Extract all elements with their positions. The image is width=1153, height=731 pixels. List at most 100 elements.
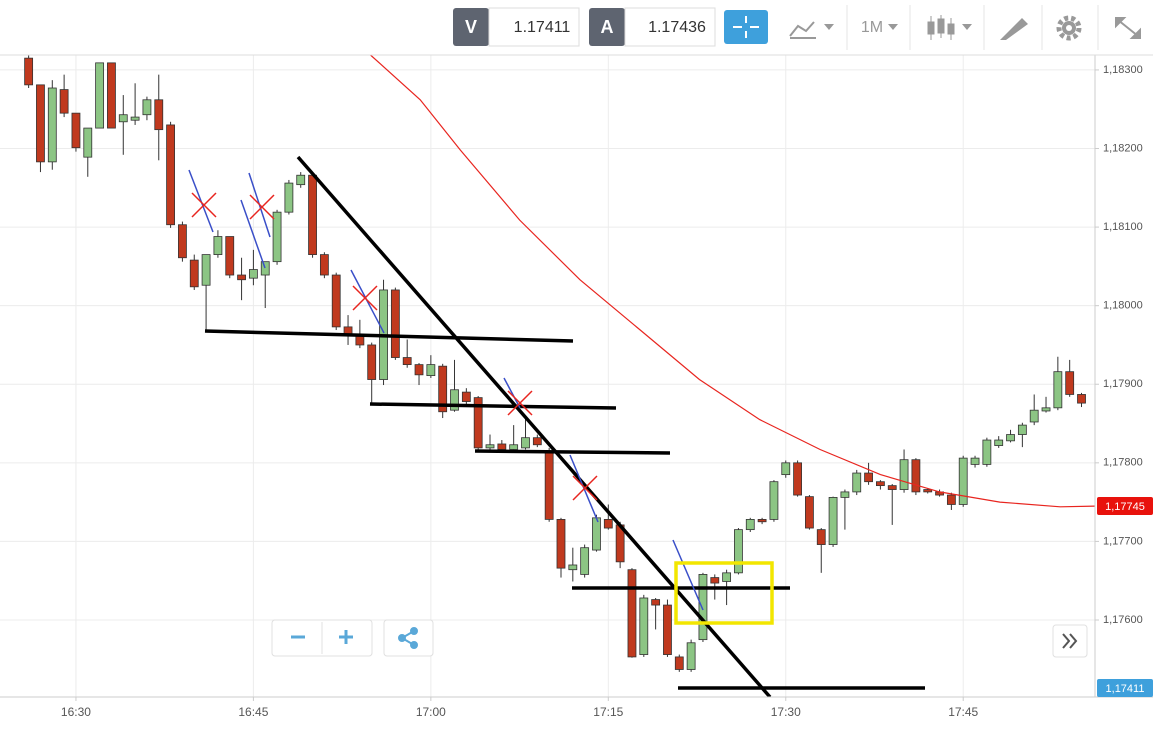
- candle-body: [568, 564, 578, 571]
- candle-body: [887, 485, 897, 490]
- candle-body: [946, 494, 956, 505]
- candle-body: [296, 174, 306, 186]
- chart-type-button[interactable]: [789, 21, 816, 39]
- bid-box[interactable]: [488, 7, 580, 47]
- candle-body: [284, 182, 294, 213]
- candle-body: [1077, 394, 1086, 404]
- zoom-in-button[interactable]: [339, 630, 353, 644]
- y-tick-label: 1,18300: [1103, 64, 1143, 76]
- toolbar: V 1.17411 A 1.17436 1M: [0, 5, 1153, 56]
- cross: [352, 285, 378, 311]
- candle-body: [840, 491, 850, 498]
- blue-line: [503, 377, 521, 409]
- candle-body: [237, 274, 246, 281]
- candle-body: [852, 472, 862, 493]
- y-tick-label: 1,17800: [1103, 457, 1143, 469]
- candle-body: [438, 365, 448, 413]
- candle-body: [308, 174, 317, 255]
- candle-body: [272, 211, 282, 263]
- candle-body: [544, 451, 554, 520]
- dropdown-arrow: [824, 24, 834, 30]
- y-tick-label: 1,17600: [1103, 614, 1143, 626]
- candle-body: [899, 459, 909, 490]
- candle-body: [958, 457, 968, 505]
- draw-button[interactable]: [1000, 18, 1028, 42]
- candle-body: [1006, 434, 1015, 442]
- candle-body: [71, 112, 81, 149]
- cross: [191, 192, 217, 218]
- candle-body: [532, 437, 542, 446]
- candle-body: [178, 224, 187, 259]
- candle-body: [781, 462, 791, 476]
- support-line: [369, 402, 617, 410]
- moving-average-line: [370, 55, 1095, 508]
- candle-body: [1041, 407, 1051, 412]
- candle-body: [816, 529, 826, 545]
- candle-body: [592, 517, 601, 551]
- candle-body: [426, 364, 436, 377]
- candle-body: [213, 236, 223, 255]
- dropdown-arrow: [962, 24, 972, 30]
- candle-body: [686, 642, 696, 670]
- candle-body: [651, 599, 661, 606]
- crosshair-button[interactable]: [724, 10, 768, 44]
- candle-body: [509, 444, 519, 450]
- candle-body: [603, 519, 613, 529]
- candle-body: [402, 357, 412, 366]
- candle-body: [450, 389, 459, 411]
- timeframe-button[interactable]: 1M: [861, 19, 883, 36]
- candle-body: [757, 519, 767, 523]
- zoom-controls: [271, 619, 1088, 658]
- x-tick-label: 17:00: [416, 705, 446, 719]
- candle-body: [485, 444, 495, 449]
- ask-box[interactable]: [624, 7, 716, 47]
- price-tag-label: 1,17411: [1106, 683, 1145, 695]
- candle-body: [911, 459, 921, 493]
- candle-body: [260, 261, 270, 276]
- candle-body: [497, 443, 507, 450]
- y-tick-label: 1,17700: [1103, 535, 1143, 547]
- candle-body: [805, 496, 814, 529]
- candle-body: [994, 439, 1004, 446]
- candle-body: [722, 572, 732, 582]
- blue-line: [240, 199, 266, 269]
- candle-body: [698, 574, 708, 641]
- share-button[interactable]: [398, 627, 418, 649]
- candle-body: [319, 254, 329, 276]
- candle-body: [225, 236, 235, 276]
- plot: [24, 55, 1095, 672]
- candle-body: [1029, 409, 1039, 423]
- x-tick-label: 17:30: [771, 705, 801, 719]
- blue-line: [672, 539, 704, 611]
- candle-body: [24, 57, 34, 86]
- candle-body: [521, 437, 530, 449]
- y-tick-label: 1,18200: [1103, 142, 1143, 154]
- ask-label: A: [601, 17, 614, 37]
- x-tick-label: 16:45: [238, 705, 268, 719]
- candle-body: [1065, 371, 1075, 395]
- ask-price: 1.17436: [648, 19, 706, 36]
- fullscreen-button[interactable]: [1115, 17, 1141, 39]
- candle-body: [982, 439, 992, 465]
- candle-body: [864, 472, 873, 483]
- candle-body: [828, 497, 838, 545]
- candle-body: [461, 391, 471, 402]
- price-tag: [1097, 497, 1153, 515]
- grid: [0, 55, 1095, 697]
- settings-button[interactable]: [1056, 15, 1082, 41]
- ask-badge: [589, 8, 625, 46]
- candle-body: [1017, 424, 1027, 435]
- candle-body: [95, 62, 105, 129]
- trend-lines: [204, 155, 925, 697]
- candle-body: [59, 89, 69, 114]
- candle-style-button[interactable]: [927, 15, 955, 40]
- price-tag: [1097, 679, 1153, 697]
- cross-marks: [191, 192, 598, 501]
- candle-body: [249, 269, 258, 279]
- candle-body: [627, 569, 637, 658]
- candle-body: [745, 519, 755, 531]
- candle-body: [390, 289, 400, 358]
- candle-body: [367, 344, 377, 380]
